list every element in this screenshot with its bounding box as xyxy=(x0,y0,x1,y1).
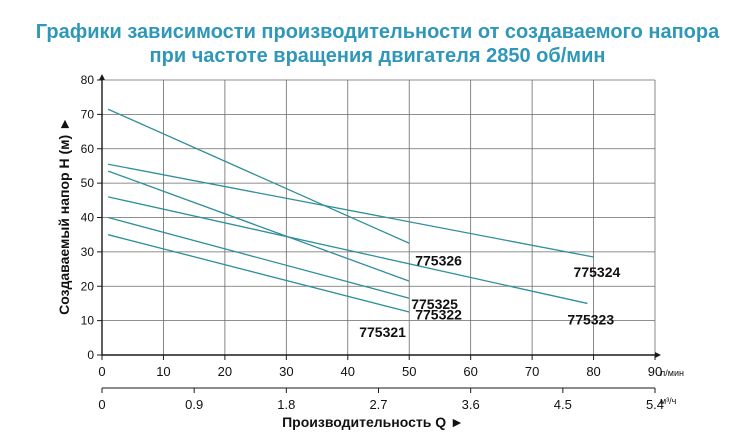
y-tick-label: 20 xyxy=(81,279,95,293)
y-tick-label: 50 xyxy=(81,176,95,190)
x-tick-label: 60 xyxy=(463,364,477,379)
series-line-775326 xyxy=(107,108,410,244)
y-tick-label: 70 xyxy=(81,107,95,121)
y-tick-label: 30 xyxy=(81,245,95,259)
x-tick-label: 10 xyxy=(156,364,170,379)
x-axis-label: Производительность Q ► xyxy=(282,414,464,430)
series-label-775324: 775324 xyxy=(574,264,621,280)
y-tick-label: 40 xyxy=(81,211,95,225)
x-tick-label: 70 xyxy=(525,364,539,379)
x2-tick-label: 1.8 xyxy=(277,397,295,412)
axes xyxy=(97,74,661,393)
x2-tick-label: 0 xyxy=(98,397,105,412)
y-axis-label: Создаваемый напор H (м) ► xyxy=(56,117,72,315)
x2-tick-label: 2.7 xyxy=(369,397,387,412)
x-tick-label: 30 xyxy=(279,364,293,379)
x-tick-label: 50 xyxy=(402,364,416,379)
series-label-775325: 775325 xyxy=(411,296,458,312)
series-line-775324 xyxy=(108,163,594,258)
y-tick-label: 60 xyxy=(81,142,95,156)
series-line-775321 xyxy=(107,234,410,313)
chart-title: Графики зависимости производительности о… xyxy=(35,21,720,43)
y-tick-label: 10 xyxy=(81,314,95,328)
series-line-775322 xyxy=(107,216,410,299)
x-tick-label: 0 xyxy=(98,364,105,379)
x2-tick-label: 3.6 xyxy=(462,397,480,412)
series-label-775322: 775322 xyxy=(415,306,462,322)
series-line-775323 xyxy=(108,196,588,305)
y-tick-label: 0 xyxy=(87,348,94,362)
x-axis-arrow xyxy=(655,352,661,358)
series-label-775326: 775326 xyxy=(415,252,462,268)
x-axis-unit: л/мин xyxy=(660,368,684,378)
series-labels: 775326 775324 775325 775323 775322 775321 xyxy=(359,252,620,340)
x2-axis-unit: м³/ч xyxy=(660,396,677,406)
x2-tick-label: 4.5 xyxy=(554,397,572,412)
series-line-775325 xyxy=(107,170,410,282)
x-tick-label: 20 xyxy=(218,364,232,379)
x-tick-label: 80 xyxy=(586,364,600,379)
series-label-775323: 775323 xyxy=(567,311,614,327)
x2-tick-label: 5.4 xyxy=(646,397,664,412)
x2-tick-label: 0.9 xyxy=(185,397,203,412)
y-tick-label: 80 xyxy=(81,73,95,87)
tick-labels: 0 10 20 30 40 50 60 70 80 0 10 20 30 40 50 60 70 80 90 0 0.9… xyxy=(81,73,664,412)
x-tick-label: 90 xyxy=(648,364,662,379)
series-label-775321: 775321 xyxy=(359,324,406,340)
y-axis-arrow xyxy=(99,74,105,80)
series-lines xyxy=(107,108,594,313)
x-tick-label: 40 xyxy=(341,364,355,379)
chart-subtitle: при частоте вращения двигателя 2850 об/м… xyxy=(149,45,606,67)
